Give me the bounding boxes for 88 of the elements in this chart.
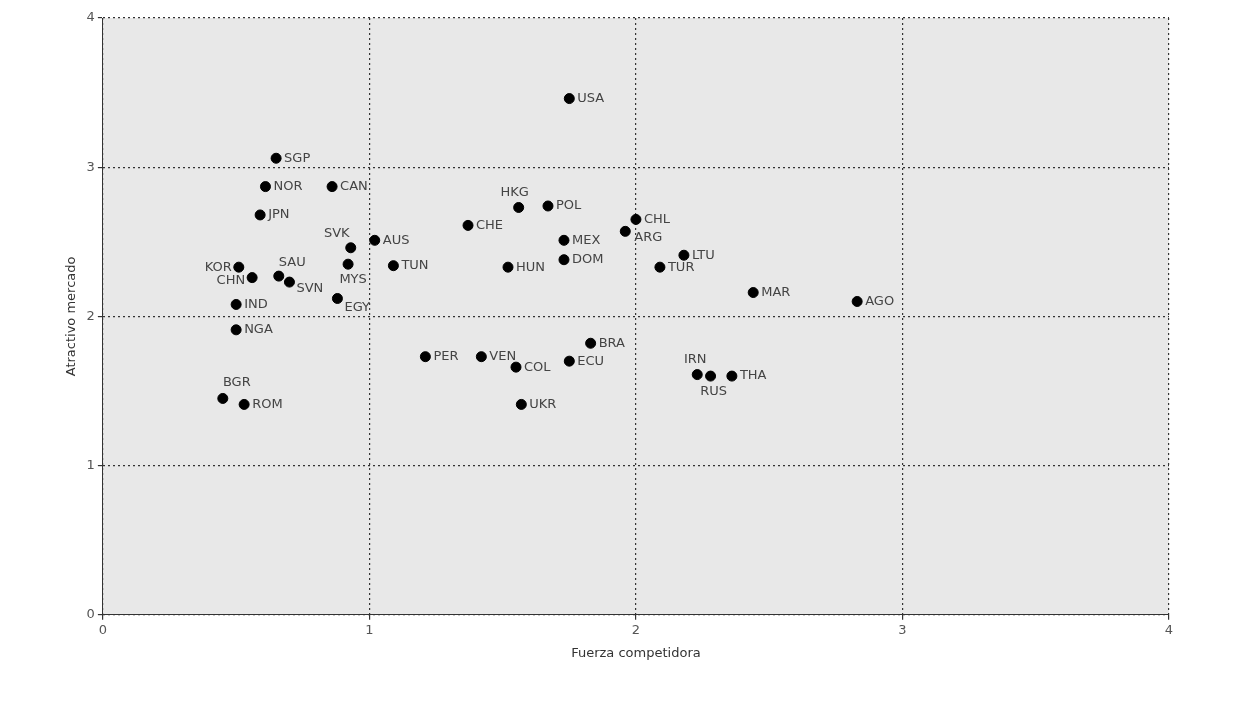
point xyxy=(254,209,266,221)
y-tick-label: 3 xyxy=(86,158,95,174)
point xyxy=(510,361,522,373)
y-tick-label: 4 xyxy=(86,9,95,25)
data-label: MEX xyxy=(571,231,601,247)
data-label: ECU xyxy=(577,352,605,368)
y-tick-label: 1 xyxy=(86,456,95,472)
data-label: IND xyxy=(244,295,268,311)
data-label: CHL xyxy=(643,210,671,226)
point xyxy=(747,287,759,299)
y-tick-label: 2 xyxy=(86,307,95,323)
data-label: MYS xyxy=(339,270,367,286)
data-label: KOR xyxy=(204,258,232,274)
point xyxy=(238,398,250,410)
data-label: RUS xyxy=(700,383,727,399)
point xyxy=(345,242,357,254)
point xyxy=(331,293,343,304)
point xyxy=(563,93,575,105)
point xyxy=(369,234,381,246)
point xyxy=(326,181,338,193)
point xyxy=(515,398,527,410)
point xyxy=(419,351,431,363)
data-label: ROM xyxy=(252,395,283,411)
x-tick-label: 2 xyxy=(631,621,641,637)
data-label: IRN xyxy=(683,350,707,366)
data-label: SVK xyxy=(323,225,351,241)
point xyxy=(513,201,525,213)
y-tick-label: 0 xyxy=(86,606,95,622)
data-label: BGR xyxy=(222,373,251,389)
data-label: NGA xyxy=(244,321,273,337)
point xyxy=(851,295,863,307)
point xyxy=(283,276,295,288)
point xyxy=(246,272,258,284)
point xyxy=(726,370,738,382)
data-label: USA xyxy=(577,89,605,105)
point xyxy=(273,270,285,282)
point xyxy=(230,298,242,310)
data-label: NOR xyxy=(273,177,303,193)
data-label: HUN xyxy=(516,258,546,274)
data-label: JPN xyxy=(267,206,290,222)
data-label: CAN xyxy=(340,177,368,193)
point xyxy=(259,181,271,193)
x-tick-label: 1 xyxy=(365,621,374,637)
point xyxy=(705,370,717,382)
point xyxy=(619,225,631,237)
data-label: DOM xyxy=(571,251,604,267)
point xyxy=(678,249,690,261)
data-label: SVN xyxy=(296,280,324,296)
point xyxy=(342,258,354,270)
point xyxy=(230,324,242,336)
point xyxy=(558,234,570,246)
point xyxy=(654,261,666,273)
point xyxy=(585,337,597,349)
point xyxy=(270,152,282,164)
data-label: COL xyxy=(524,358,552,374)
data-label: PER xyxy=(433,348,459,364)
data-label: SGP xyxy=(284,149,311,165)
y-axis-title: Atractivo mercado xyxy=(63,256,79,377)
x-tick-label: 4 xyxy=(1164,621,1174,637)
x-axis-title: Fuerza competidora xyxy=(571,644,701,660)
data-label: EGY xyxy=(344,298,371,314)
data-label: TUN xyxy=(400,257,429,273)
point xyxy=(630,213,642,225)
point xyxy=(475,351,487,363)
point xyxy=(233,261,245,273)
point xyxy=(563,355,575,367)
data-label: VEN xyxy=(489,348,517,364)
point xyxy=(387,260,399,272)
point xyxy=(462,219,474,231)
data-label: CHE xyxy=(476,216,504,232)
data-label: SAU xyxy=(278,254,306,270)
data-label: UKR xyxy=(529,395,557,411)
data-label: BRA xyxy=(598,334,626,350)
data-label: ARG xyxy=(634,228,663,244)
point xyxy=(542,200,554,212)
data-label: POL xyxy=(555,197,583,213)
data-label: AUS xyxy=(382,231,410,247)
point xyxy=(558,254,570,266)
point xyxy=(217,392,229,404)
x-tick-label: 3 xyxy=(898,621,907,637)
data-label: CHN xyxy=(216,271,246,287)
data-label: HKG xyxy=(500,183,529,199)
data-label: THA xyxy=(738,367,767,383)
point xyxy=(502,261,514,273)
x-tick-label: 0 xyxy=(98,621,108,637)
data-label: MAR xyxy=(761,283,791,299)
point xyxy=(691,369,703,381)
data-label: AGO xyxy=(865,292,895,308)
